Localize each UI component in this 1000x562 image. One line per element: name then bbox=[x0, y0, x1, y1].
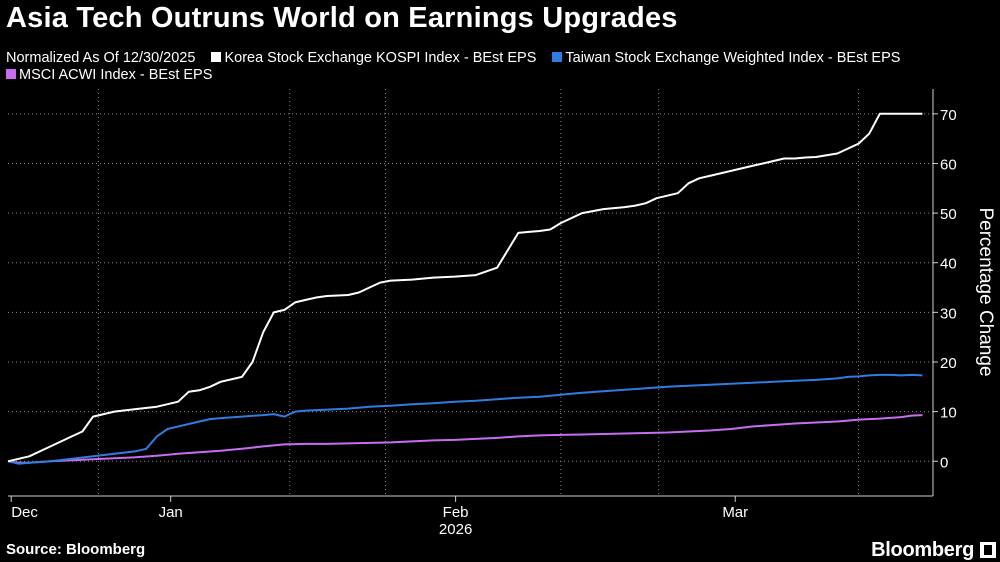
legend-swatch-taiwan bbox=[552, 52, 563, 62]
series-msci-line bbox=[7, 414, 923, 464]
source-note: Source: Bloomberg bbox=[6, 541, 146, 558]
y-tick-label: 10 bbox=[940, 405, 957, 422]
y-tick-label: 0 bbox=[940, 454, 948, 471]
legend-item-msci: MSCI ACWI Index - BEst EPS bbox=[6, 67, 212, 84]
legend-item-taiwan: Taiwan Stock Exchange Weighted Index - B… bbox=[552, 50, 900, 67]
x-tick-label: Feb bbox=[443, 504, 469, 521]
y-tick-label: 50 bbox=[940, 206, 957, 223]
chart-title: Asia Tech Outruns World on Earnings Upgr… bbox=[6, 2, 678, 34]
y-tick-label: 70 bbox=[940, 107, 957, 124]
series-taiwan-line bbox=[7, 373, 923, 465]
x-tick-label: Mar bbox=[722, 504, 748, 521]
bloomberg-mark-icon bbox=[980, 542, 996, 558]
legend-swatch-kospi bbox=[211, 52, 222, 62]
legend-swatch-msci bbox=[6, 69, 16, 79]
series-kospi-line bbox=[7, 112, 923, 463]
y-tick-label: 60 bbox=[940, 156, 957, 173]
legend: Normalized As Of 12/30/2025 Korea Stock … bbox=[6, 50, 996, 84]
y-axis-label: Percentage Change bbox=[975, 207, 996, 377]
y-tick-label: 20 bbox=[940, 355, 957, 372]
legend-note: Normalized As Of 12/30/2025 bbox=[6, 50, 196, 66]
y-tick-label: 30 bbox=[940, 305, 957, 322]
y-tick-label: 40 bbox=[940, 256, 957, 273]
x-tick-label: Jan bbox=[159, 504, 183, 521]
brand-logo: Bloomberg bbox=[871, 539, 974, 561]
x-sublabel: 2026 bbox=[439, 521, 472, 538]
x-tick-label: Dec bbox=[11, 504, 38, 521]
legend-item-kospi: Korea Stock Exchange KOSPI Index - BEst … bbox=[211, 50, 536, 67]
